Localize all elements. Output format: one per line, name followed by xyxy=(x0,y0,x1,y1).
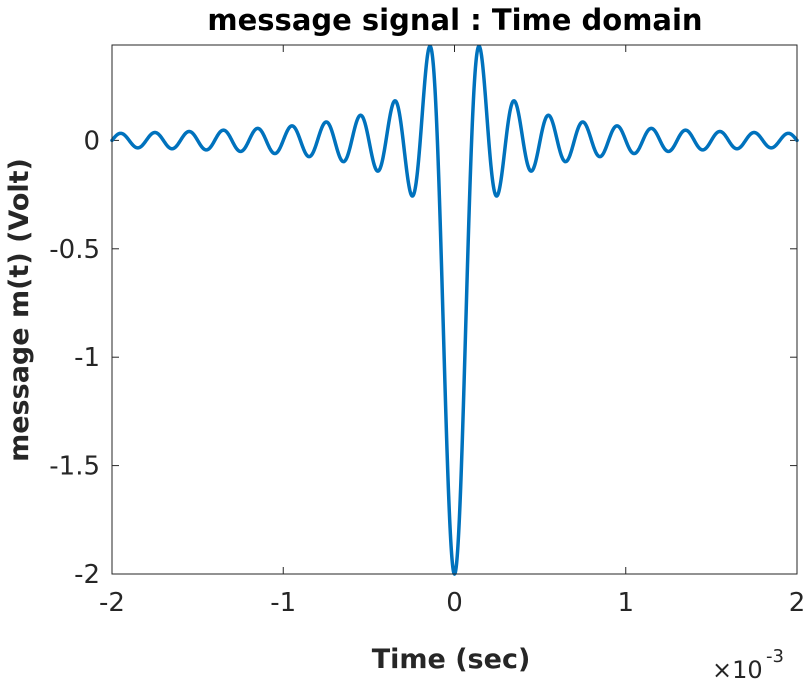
y-axis-label: message m(t) (Volt) xyxy=(4,158,35,462)
plot-area xyxy=(112,45,797,574)
x-axis-label: Time (sec) xyxy=(372,644,531,675)
ticks-layer: -2 -1 0 1 2 -2 -1.5 -1 -0.5 0 xyxy=(49,45,805,618)
y-tick-label: 0 xyxy=(83,126,100,156)
x-exponent-base: ×10 xyxy=(712,656,763,682)
x-tick-label: 0 xyxy=(446,588,463,618)
x-tick-label: -2 xyxy=(99,588,125,618)
x-tick-label: 2 xyxy=(789,588,806,618)
y-tick-label: -0.5 xyxy=(49,235,100,265)
axes-box xyxy=(111,44,798,575)
x-exponent-power: -3 xyxy=(766,646,784,667)
x-tick-label: 1 xyxy=(617,588,634,618)
x-tick-label: -1 xyxy=(270,588,296,618)
y-tick-label: -2 xyxy=(74,560,100,590)
y-tick-label: -1 xyxy=(74,343,100,373)
y-tick-label: -1.5 xyxy=(49,452,100,482)
chart-title: message signal : Time domain xyxy=(207,3,702,37)
